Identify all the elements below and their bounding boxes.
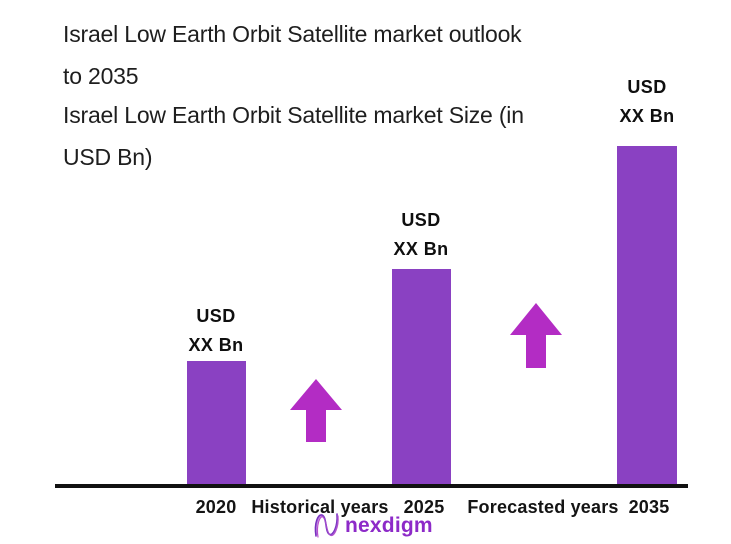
x-axis-label-2025: 2025 (403, 497, 445, 517)
bar-value-label-2020-line1: USD (196, 306, 236, 326)
bar-2035 (617, 146, 677, 487)
bar-value-label-2035-line2: XX Bn (619, 106, 675, 126)
bar-value-label-2020-line2: XX Bn (188, 335, 244, 355)
bar-value-label-2035: USD XX Bn (619, 73, 674, 131)
growth-arrow-forecast (510, 303, 562, 368)
bar-value-label-2025-line2: XX Bn (393, 239, 449, 259)
bar-value-label-2020: USD XX Bn (188, 302, 243, 360)
bar-2020 (187, 361, 246, 487)
x-axis-label-2020: 2020 (195, 497, 237, 517)
chart-title: Israel Low Earth Orbit Satellite market … (63, 21, 522, 89)
up-arrow-icon (290, 379, 342, 442)
bar-value-label-2025-line1: USD (401, 210, 441, 230)
nexdigm-wave-icon (314, 513, 339, 538)
x-axis-annotation-forecasted-years: Forecasted years (467, 497, 619, 517)
x-axis-label-2035: 2035 (628, 497, 670, 517)
nexdigm-logo-text: nexdigm (345, 513, 433, 537)
x-axis-annotation-historical-years: Historical years (251, 497, 389, 517)
x-axis-line (55, 484, 688, 488)
bar-value-label-2035-line1: USD (627, 77, 667, 97)
bar-2025 (392, 269, 451, 487)
growth-arrow-historical (290, 379, 342, 442)
chart-subtitle: Israel Low Earth Orbit Satellite market … (63, 102, 524, 170)
up-arrow-icon (510, 303, 562, 368)
bar-value-label-2025: USD XX Bn (393, 206, 448, 264)
nexdigm-logo: nexdigm (313, 511, 433, 540)
